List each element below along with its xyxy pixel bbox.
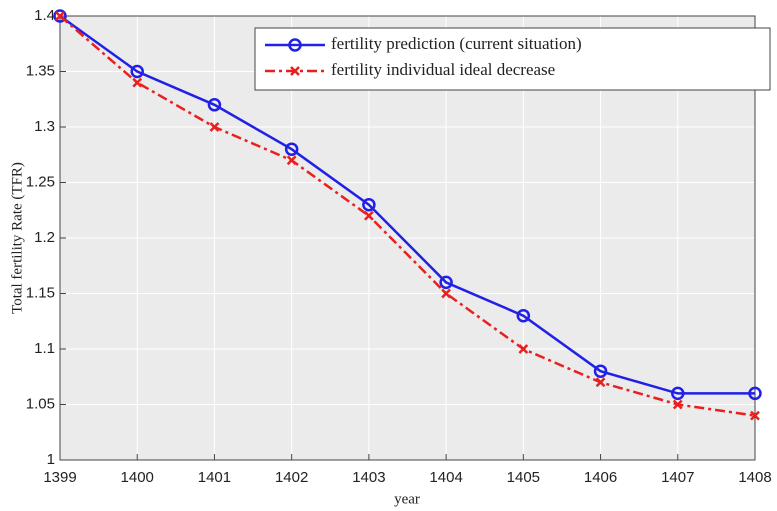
marker [53, 9, 67, 23]
x-tick-label: 1399 [43, 469, 76, 486]
marker [130, 64, 144, 79]
y-tick-label: 1.2 [34, 229, 55, 246]
x-tick-label: 1401 [198, 469, 231, 486]
marker [209, 122, 220, 132]
y-tick-label: 1.25 [26, 173, 55, 190]
x-tick-label: 1407 [661, 469, 694, 486]
x-tick-label: 1402 [275, 469, 308, 486]
marker [364, 210, 374, 221]
legend-label: fertility individual ideal decrease [331, 60, 555, 79]
legend-label: fertility prediction (current situation) [331, 34, 582, 53]
marker [593, 364, 608, 378]
plot-frame [59, 15, 756, 461]
marker [441, 288, 451, 299]
marker [595, 377, 606, 388]
marker [672, 399, 683, 410]
y-tick-label: 1.15 [26, 284, 55, 301]
marker [207, 98, 222, 112]
series-line [59, 14, 755, 395]
y-tick-label: 1.35 [26, 62, 55, 79]
legend-marker [290, 66, 300, 76]
y-tick-label: 1.4 [34, 7, 55, 24]
marker [362, 197, 376, 212]
marker [671, 386, 685, 401]
x-tick-label: 1406 [584, 469, 617, 486]
marker [516, 308, 531, 323]
series-line [59, 15, 756, 417]
x-axis-label: year [394, 491, 420, 507]
marker [286, 155, 297, 166]
marker [748, 386, 762, 401]
x-tick-label: 1408 [738, 469, 771, 486]
legend-box [254, 27, 771, 91]
legend-marker [288, 38, 302, 52]
x-tick-label: 1405 [507, 469, 540, 486]
y-axis-label: Total fertility Rate (TFR) [9, 162, 25, 314]
marker [518, 344, 529, 354]
x-tick-label: 1404 [429, 469, 462, 486]
y-tick-label: 1.05 [26, 395, 55, 412]
marker [439, 275, 453, 290]
y-tick-label: 1.1 [34, 340, 55, 357]
x-tick-label: 1400 [121, 469, 154, 486]
marker [284, 142, 299, 156]
marker [750, 410, 760, 421]
y-tick-label: 1.3 [34, 118, 55, 135]
marker [132, 77, 143, 88]
x-tick-label: 1403 [352, 469, 385, 486]
marker [55, 11, 65, 21]
y-tick-label: 1 [47, 451, 55, 468]
legend: fertility prediction (current situation)… [254, 27, 771, 91]
